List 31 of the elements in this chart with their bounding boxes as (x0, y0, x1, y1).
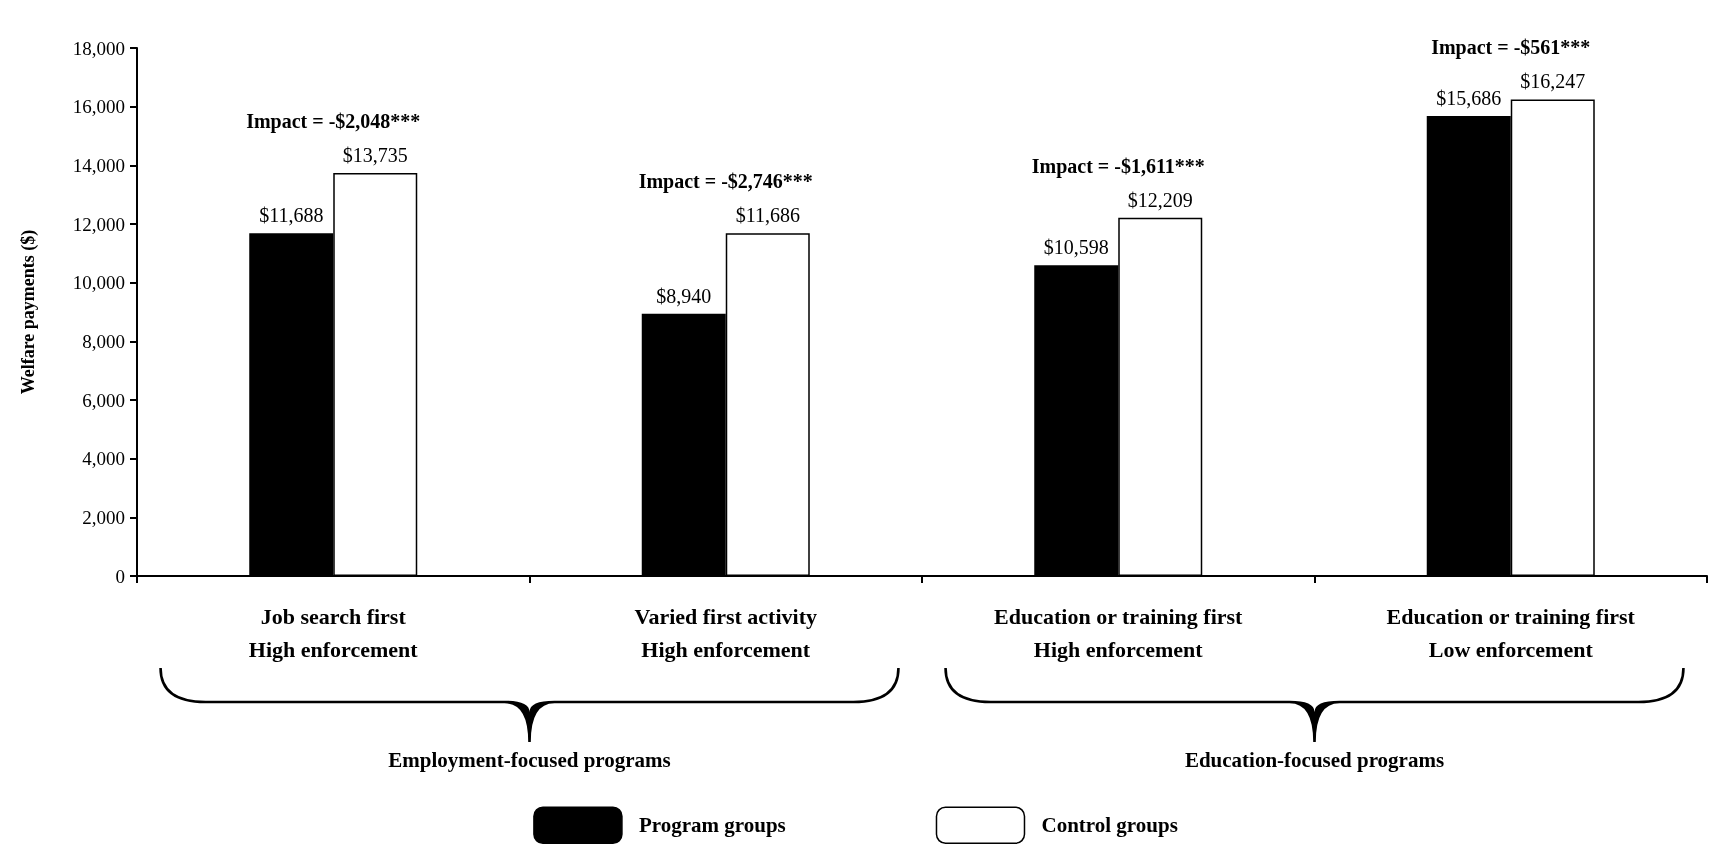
data-label: $15,686 (1436, 86, 1502, 109)
y-tick-label: 2,000 (82, 506, 125, 528)
y-tick-label: 8,000 (82, 330, 125, 352)
data-label: $12,209 (1127, 188, 1193, 211)
y-tick-label: 6,000 (82, 389, 125, 411)
x-tick-label: Education or training first High enforcement (994, 604, 1244, 662)
data-label: $8,940 (656, 284, 712, 307)
x-tick-label: Education or training first Low enforcement (1386, 604, 1636, 662)
data-label: $11,686 (735, 204, 800, 227)
y-tick-label: 12,000 (72, 213, 125, 235)
legend-label: Control groups (1041, 813, 1178, 838)
x-tick-label: Job search first High enforcement (248, 604, 419, 662)
x-tick-label: Varied first activity High enforcement (634, 604, 817, 662)
y-tick-label: 18,000 (72, 37, 125, 59)
annotation: Impact = -$2,048*** (246, 110, 421, 134)
data-label: $11,688 (259, 204, 324, 227)
y-tick-label: 10,000 (72, 272, 125, 294)
annotation: Impact = -$561*** (1431, 36, 1591, 60)
annotation: Impact = -$2,746*** (638, 170, 813, 194)
text: Education-focused programs (1184, 748, 1445, 773)
annotation: Impact = -$1,611*** (1031, 154, 1205, 178)
y-tick-label: 14,000 (72, 154, 125, 176)
data-label: $13,735 (342, 144, 408, 167)
data-label: $16,247 (1520, 70, 1586, 93)
y-tick-label: 4,000 (82, 448, 125, 470)
y-tick-label: 0 (115, 565, 125, 587)
y-tick-label: 16,000 (72, 96, 125, 118)
legend-label: Program groups (638, 813, 786, 838)
text: Employment-focused programs (388, 748, 671, 773)
data-label: $10,598 (1043, 236, 1109, 259)
y-axis-title: Welfare payments ($) (18, 229, 39, 395)
